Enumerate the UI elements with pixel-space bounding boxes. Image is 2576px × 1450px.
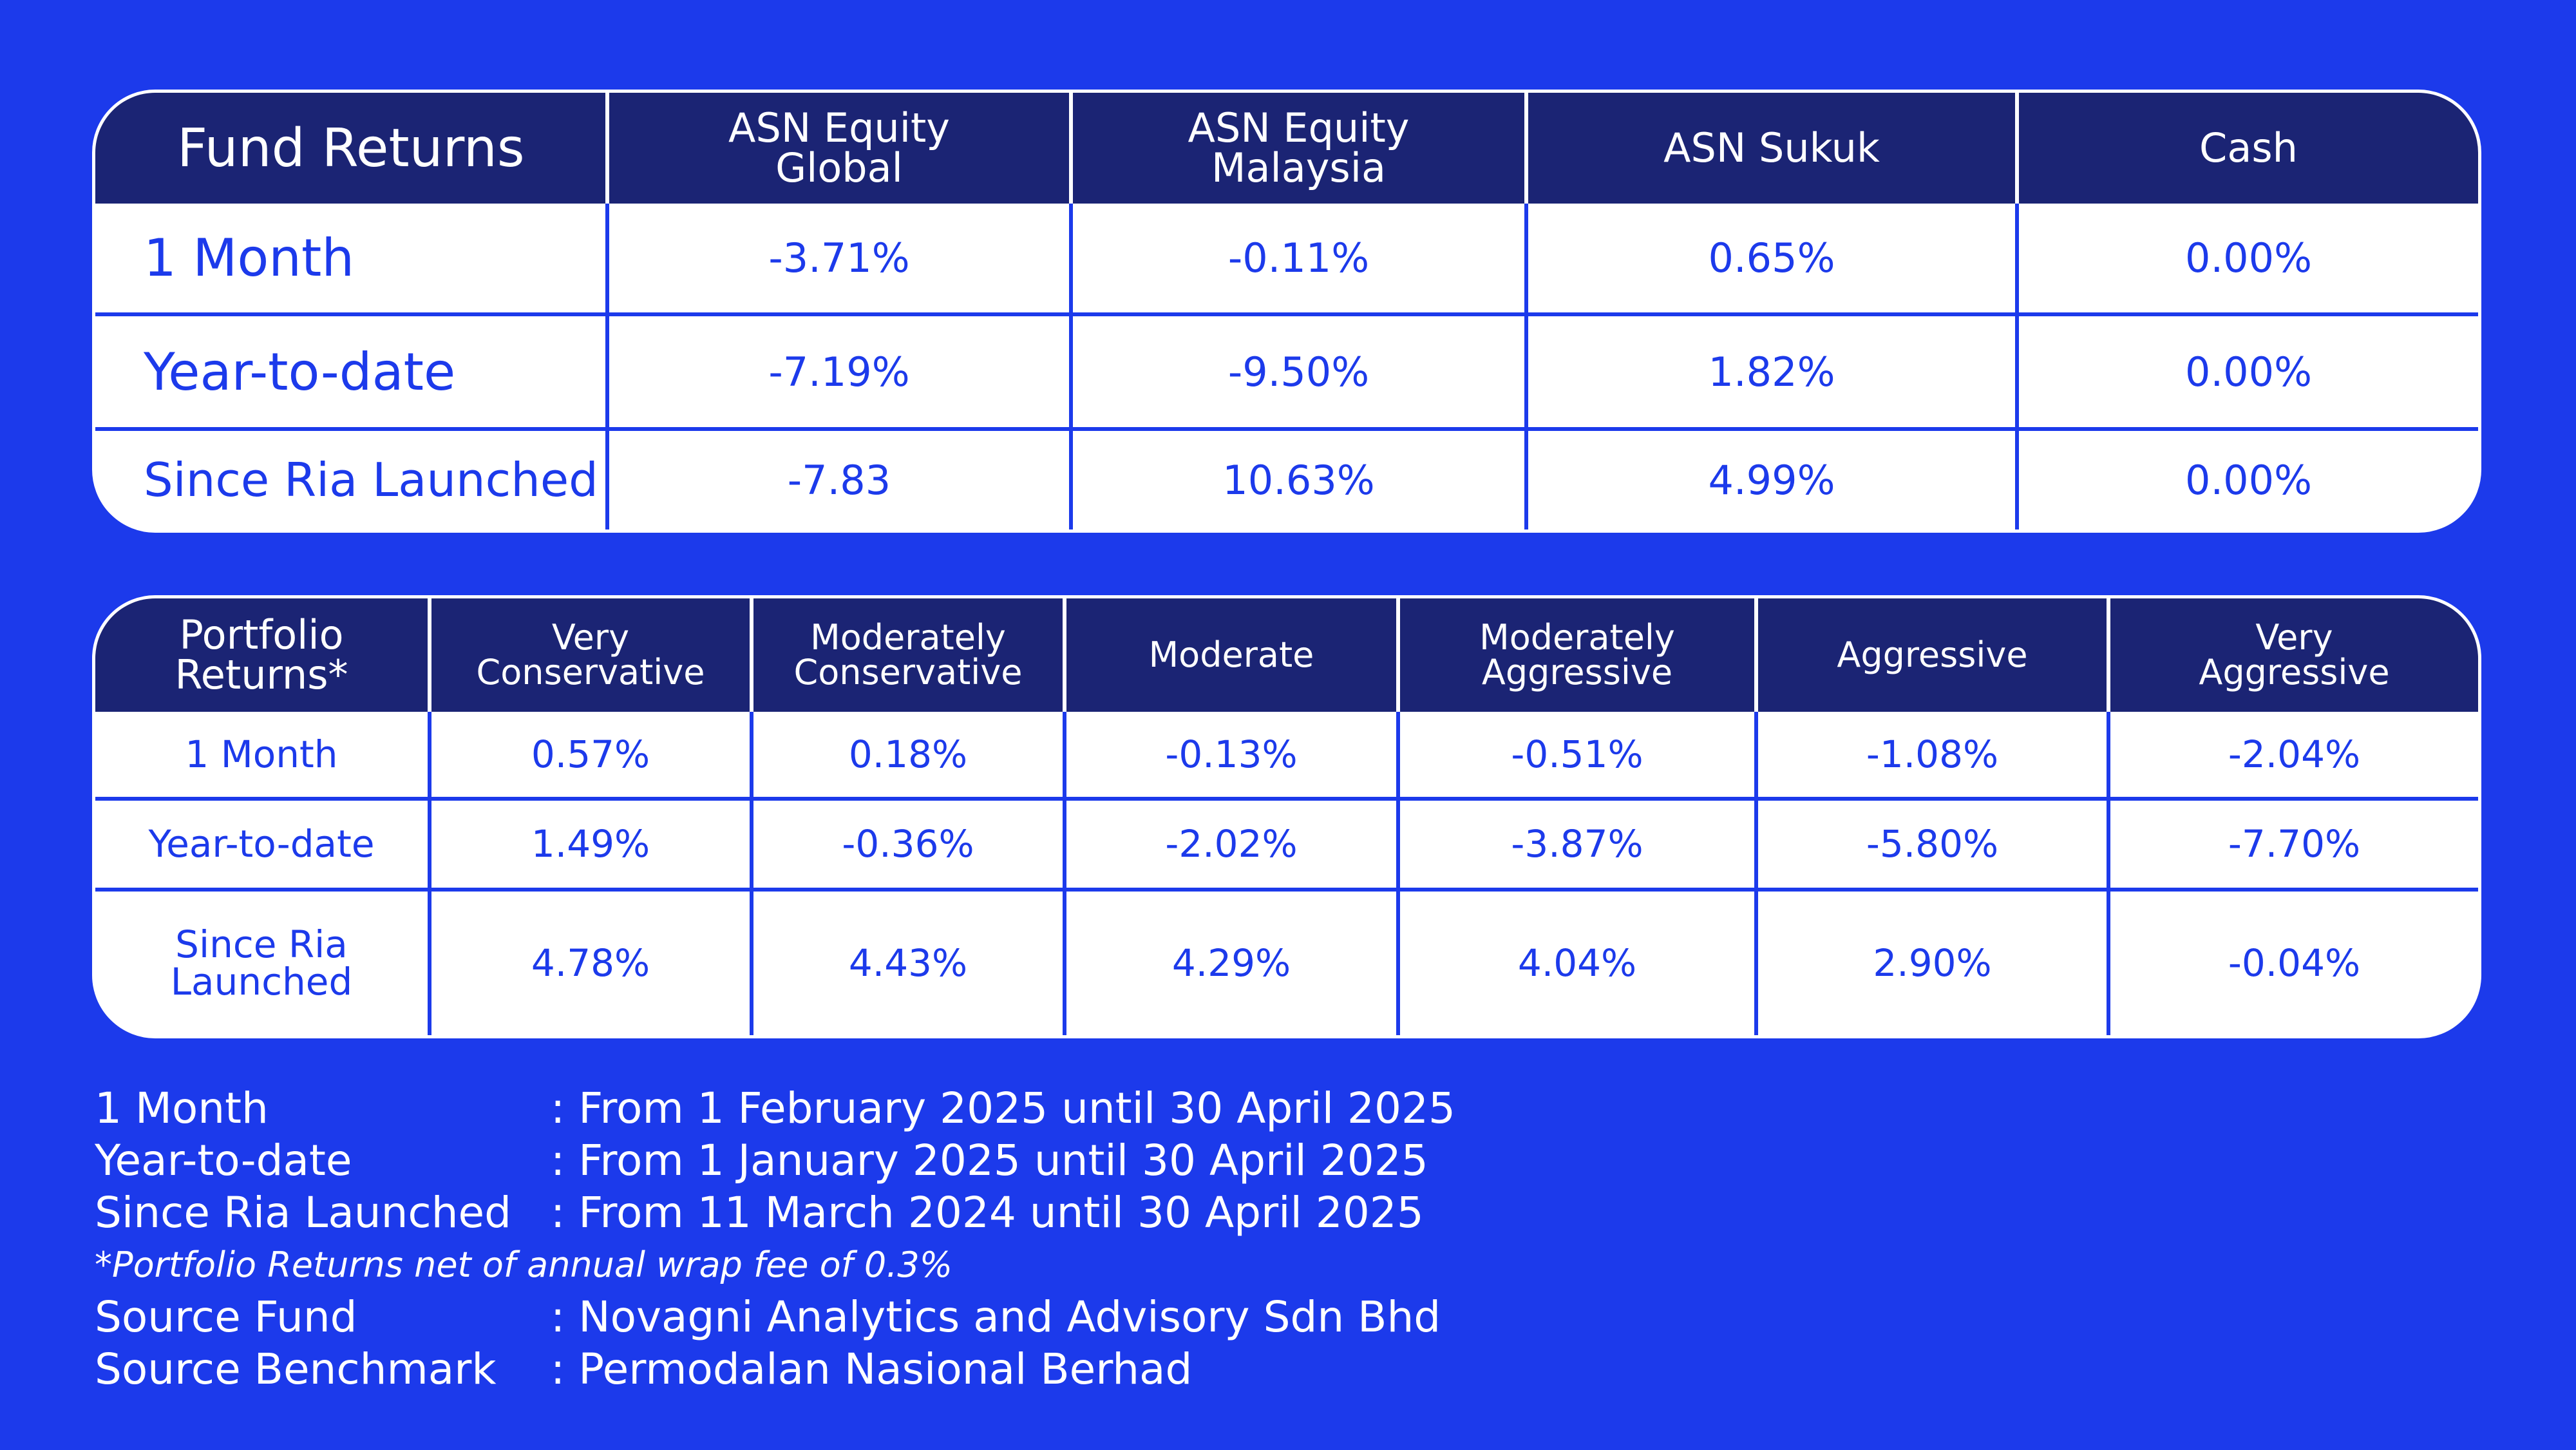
- table-row: 1 Month 0.57% 0.18% -0.13% -0.51% -1.08%…: [95, 712, 2478, 799]
- note-value: : Novagni Analytics and Advisory Sdn Bhd: [551, 1292, 1441, 1342]
- note-key: Since Ria Launched: [95, 1188, 512, 1237]
- table-cell: -5.80%: [1754, 797, 2108, 890]
- table-cell: -2.02%: [1063, 797, 1398, 890]
- column-header: Moderate: [1063, 598, 1398, 712]
- table-cell: -0.04%: [2107, 887, 2478, 1035]
- table-cell: -7.70%: [2107, 797, 2478, 890]
- table-cell: -3.71%: [605, 204, 1071, 315]
- table-cell: -9.50%: [1069, 312, 1526, 429]
- row-label: Since Ria Launched: [95, 426, 607, 529]
- note-value: : From 1 February 2025 until 30 April 20…: [551, 1083, 1456, 1133]
- table-row: Since Ria Launched 4.78% 4.43% 4.29% 4.0…: [95, 887, 2478, 1035]
- column-header: Very Aggressive: [2107, 598, 2478, 712]
- table-cell: 4.78%: [428, 887, 752, 1035]
- table-cell: -0.11%: [1069, 204, 1526, 315]
- table-cell: 1.82%: [1524, 312, 2017, 429]
- note-value: : From 11 March 2024 until 30 April 2025: [551, 1188, 1424, 1237]
- note-row: Year-to-date : From 1 January 2025 until…: [95, 1134, 1455, 1187]
- note-value: : From 1 January 2025 until 30 April 202…: [551, 1136, 1428, 1185]
- column-header: Moderately Aggressive: [1396, 598, 1756, 712]
- table-cell: -0.13%: [1063, 712, 1398, 799]
- note-key: Year-to-date: [95, 1136, 352, 1185]
- notes-section: 1 Month : From 1 February 2025 until 30 …: [95, 1082, 1455, 1395]
- table-cell: 2.90%: [1754, 887, 2108, 1035]
- fund-returns-title: Fund Returns: [95, 93, 607, 204]
- row-label: Since Ria Launched: [95, 887, 430, 1035]
- row-label: Year-to-date: [95, 312, 607, 429]
- table-cell: 0.00%: [2015, 426, 2478, 529]
- column-header: Very Conservative: [428, 598, 752, 712]
- table-cell: 4.29%: [1063, 887, 1398, 1035]
- table-row: Since Ria Launched -7.83 10.63% 4.99% 0.…: [95, 426, 2478, 529]
- table-cell: -7.19%: [605, 312, 1071, 429]
- note-value: : Permodalan Nasional Berhad: [551, 1344, 1193, 1394]
- table-cell: 0.57%: [428, 712, 752, 799]
- table-row: Year-to-date 1.49% -0.36% -2.02% -3.87% …: [95, 797, 2478, 890]
- column-header: ASN Sukuk: [1524, 93, 2017, 204]
- table-cell: -3.87%: [1396, 797, 1756, 890]
- table-cell: 4.99%: [1524, 426, 2017, 529]
- note-key: 1 Month: [95, 1083, 269, 1133]
- portfolio-returns-title: Portfolio Returns*: [95, 598, 430, 712]
- note-row: Source Benchmark : Permodalan Nasional B…: [95, 1343, 1455, 1395]
- table-cell: -0.51%: [1396, 712, 1756, 799]
- portfolio-returns-table: Portfolio Returns* Very Conservative Mod…: [92, 595, 2481, 1038]
- column-header: ASN Equity Global: [605, 93, 1071, 204]
- table-cell: 0.65%: [1524, 204, 2017, 315]
- fund-returns-table: Fund Returns ASN Equity Global ASN Equit…: [92, 90, 2481, 533]
- column-header: ASN Equity Malaysia: [1069, 93, 1526, 204]
- table-cell: 1.49%: [428, 797, 752, 890]
- column-header: Aggressive: [1754, 598, 2108, 712]
- note-row: Since Ria Launched : From 11 March 2024 …: [95, 1187, 1455, 1239]
- row-label: 1 Month: [144, 228, 355, 289]
- footnote: *Portfolio Returns net of annual wrap fe…: [95, 1245, 953, 1285]
- column-header: Cash: [2015, 93, 2478, 204]
- row-label: 1 Month: [185, 732, 338, 776]
- table-cell: -2.04%: [2107, 712, 2478, 799]
- table-row: 1 Month -3.71% -0.11% 0.65% 0.00%: [95, 204, 2478, 315]
- table-cell: 4.04%: [1396, 887, 1756, 1035]
- table-row: Year-to-date -7.19% -9.50% 1.82% 0.00%: [95, 312, 2478, 429]
- table-header-row: Fund Returns ASN Equity Global ASN Equit…: [95, 93, 2478, 204]
- table-cell: 0.00%: [2015, 312, 2478, 429]
- table-cell: 4.43%: [750, 887, 1065, 1035]
- note-row: 1 Month : From 1 February 2025 until 30 …: [95, 1082, 1455, 1134]
- table-cell: 0.00%: [2015, 204, 2478, 315]
- note-row: Source Fund : Novagni Analytics and Advi…: [95, 1291, 1455, 1343]
- table-cell: -7.83: [605, 426, 1071, 529]
- note-key: Source Fund: [95, 1292, 357, 1342]
- column-header: Moderately Conservative: [750, 598, 1065, 712]
- table-cell: -1.08%: [1754, 712, 2108, 799]
- note-key: Source Benchmark: [95, 1344, 497, 1394]
- table-cell: 10.63%: [1069, 426, 1526, 529]
- table-header-row: Portfolio Returns* Very Conservative Mod…: [95, 598, 2478, 712]
- table-cell: 0.18%: [750, 712, 1065, 799]
- row-label: Year-to-date: [95, 797, 430, 890]
- table-cell: -0.36%: [750, 797, 1065, 890]
